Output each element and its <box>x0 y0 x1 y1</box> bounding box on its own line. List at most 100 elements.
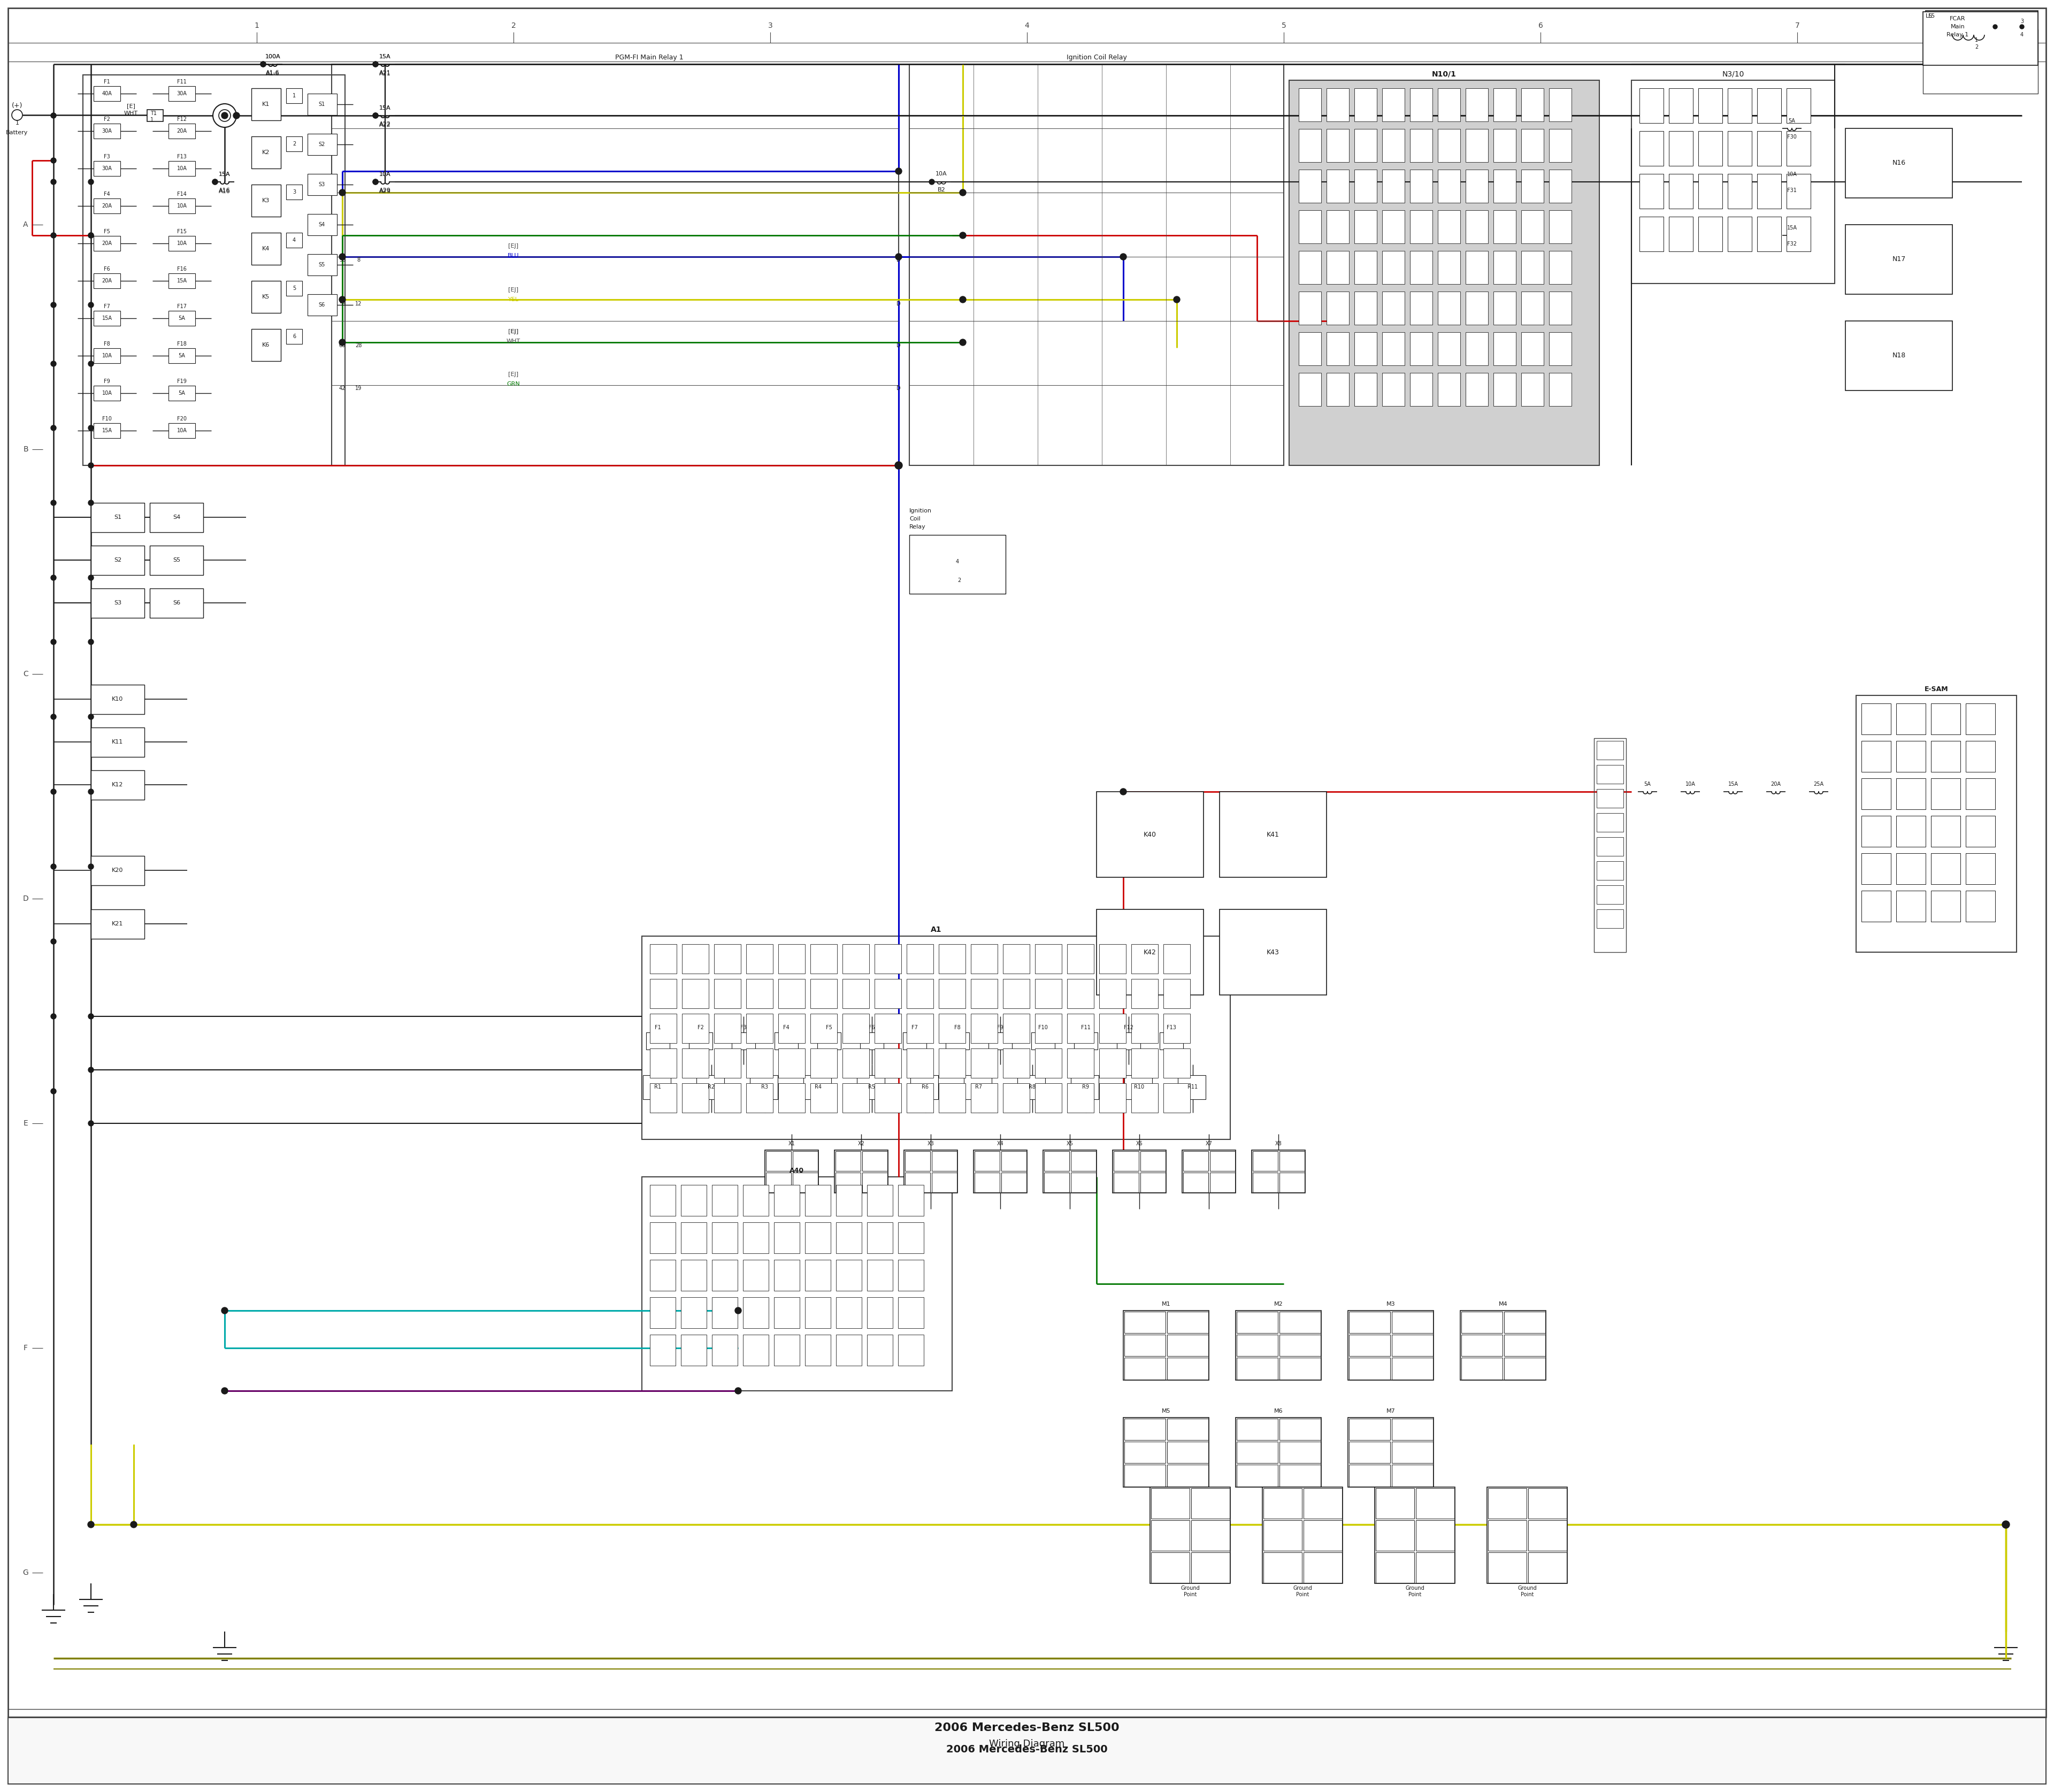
Bar <box>94 86 121 100</box>
Bar <box>1861 740 1892 772</box>
Text: X2: X2 <box>859 1142 865 1147</box>
Bar <box>1035 1048 1062 1077</box>
Bar <box>746 1014 772 1043</box>
Text: S1: S1 <box>113 514 121 520</box>
Bar <box>1493 292 1516 324</box>
Circle shape <box>51 425 55 430</box>
Bar <box>1409 251 1432 285</box>
Text: F4: F4 <box>783 1025 789 1030</box>
Bar <box>1415 1520 1454 1550</box>
Circle shape <box>374 61 378 66</box>
Bar <box>1467 332 1487 366</box>
Bar <box>168 237 195 251</box>
Bar <box>1327 251 1349 285</box>
Bar <box>1639 174 1664 208</box>
Text: 1: 1 <box>14 120 18 125</box>
Bar <box>682 1260 707 1290</box>
Text: L5: L5 <box>1927 13 1933 18</box>
Bar <box>1043 1172 1068 1192</box>
Bar <box>1727 131 1752 167</box>
Bar <box>836 1172 861 1192</box>
Bar <box>1596 885 1623 903</box>
Bar <box>1354 88 1376 122</box>
Circle shape <box>339 296 345 303</box>
Circle shape <box>339 190 345 195</box>
Bar <box>1549 332 1571 366</box>
Bar <box>286 233 302 247</box>
Text: A: A <box>23 220 29 228</box>
Bar <box>1467 170 1487 202</box>
Bar <box>744 1260 768 1290</box>
Bar <box>1947 16 1976 56</box>
Bar <box>1263 1552 1302 1582</box>
Text: X6: X6 <box>1136 1142 1142 1147</box>
Bar <box>1349 1464 1391 1486</box>
Text: D: D <box>898 301 900 306</box>
Bar <box>875 978 902 1009</box>
Text: F19: F19 <box>177 378 187 383</box>
Bar <box>1280 1150 1304 1170</box>
Bar <box>1844 224 1953 294</box>
Text: Wiring Diagram: Wiring Diagram <box>990 1738 1064 1749</box>
Bar <box>1522 210 1545 244</box>
Text: F5: F5 <box>105 229 111 235</box>
Bar <box>1522 373 1545 407</box>
Bar <box>1068 1082 1095 1113</box>
Text: [E]: [E] <box>127 104 136 109</box>
Bar <box>1035 1082 1062 1113</box>
Bar <box>1460 1312 1501 1333</box>
Text: B: B <box>23 446 29 453</box>
Bar <box>805 1260 830 1290</box>
Circle shape <box>374 113 378 118</box>
Text: 30A: 30A <box>177 91 187 97</box>
Bar <box>1382 88 1405 122</box>
Bar <box>82 75 345 466</box>
Circle shape <box>374 113 378 118</box>
Text: A1-6: A1-6 <box>265 70 279 75</box>
Text: F31: F31 <box>1787 188 1797 194</box>
Bar <box>1132 1048 1158 1077</box>
Text: 40A: 40A <box>103 91 113 97</box>
Circle shape <box>51 113 55 118</box>
Bar <box>1409 170 1432 202</box>
Bar <box>90 588 144 618</box>
Circle shape <box>88 1014 94 1020</box>
Bar <box>1280 1312 1321 1333</box>
Text: X1: X1 <box>789 1142 795 1147</box>
Text: S3: S3 <box>113 600 121 606</box>
Bar <box>649 978 676 1009</box>
Text: 3: 3 <box>2021 18 2023 23</box>
Bar <box>1596 765 1623 783</box>
Bar <box>1549 251 1571 285</box>
Bar <box>1035 944 1062 973</box>
Bar <box>750 1075 778 1098</box>
Bar <box>861 1032 883 1050</box>
Text: Ground
Point: Ground Point <box>1518 1586 1536 1597</box>
Bar <box>778 1014 805 1043</box>
Text: F6: F6 <box>105 267 111 272</box>
Bar <box>1376 1487 1413 1518</box>
Bar <box>1639 217 1664 251</box>
Bar <box>1354 210 1376 244</box>
Text: 10A: 10A <box>177 240 187 246</box>
Bar <box>1251 1150 1304 1193</box>
Bar <box>1668 131 1692 167</box>
Text: X8: X8 <box>1276 1142 1282 1147</box>
Bar <box>1183 1150 1237 1193</box>
Text: 15A: 15A <box>1727 781 1738 787</box>
Bar <box>1167 1335 1208 1357</box>
Bar <box>1304 1552 1341 1582</box>
Bar <box>1035 1014 1062 1043</box>
Bar <box>1113 1172 1138 1192</box>
Bar <box>805 1335 830 1366</box>
Bar <box>1668 217 1692 251</box>
Text: 2006 Mercedes-Benz SL500: 2006 Mercedes-Benz SL500 <box>947 1744 1107 1754</box>
Bar <box>972 1048 998 1077</box>
Circle shape <box>2019 25 2023 29</box>
Bar <box>1861 853 1892 883</box>
Text: E-SAM: E-SAM <box>1925 686 1949 692</box>
Circle shape <box>88 425 94 430</box>
Bar <box>1896 815 1927 848</box>
Text: S5: S5 <box>318 262 325 267</box>
Text: 2: 2 <box>511 22 516 29</box>
